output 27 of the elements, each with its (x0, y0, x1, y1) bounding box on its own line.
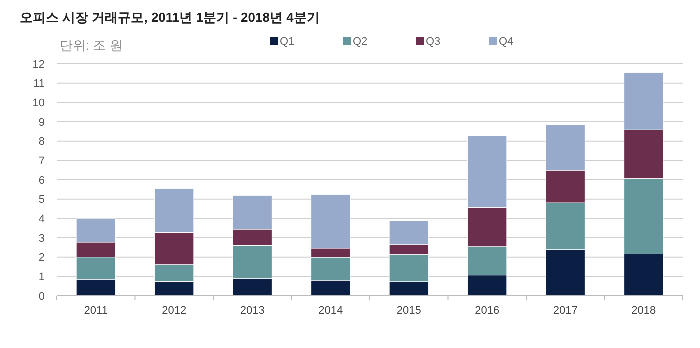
x-tick-label: 2018 (632, 305, 656, 317)
y-tick-label: 4 (38, 214, 45, 226)
y-tick-label: 10 (32, 98, 45, 110)
legend-label: Q1 (280, 36, 295, 48)
x-tick-label: 2016 (475, 305, 500, 317)
legend-label: Q3 (426, 36, 441, 48)
x-tick-label: 2017 (553, 305, 578, 317)
chart-subtitle: 단위: 조 원 (60, 38, 123, 53)
y-tick-label: 8 (38, 136, 45, 148)
legend-label: Q4 (499, 36, 514, 48)
y-tick-label: 5 (38, 194, 45, 206)
chart-title: 오피스 시장 거래규모, 2011년 1분기 - 2018년 4분기 (20, 10, 320, 25)
x-tick-label: 2012 (162, 305, 187, 317)
y-tick-label: 6 (38, 174, 45, 187)
y-tick-label: 1 (38, 272, 45, 284)
y-tick-label: 2 (38, 252, 45, 264)
x-tick-label: 2015 (396, 305, 422, 317)
y-tick-label: 3 (38, 232, 45, 245)
legend-label: Q2 (353, 36, 368, 48)
x-tick-label: 2013 (240, 305, 265, 317)
x-tick-label: 2014 (318, 305, 344, 317)
y-tick-label: 9 (38, 116, 45, 129)
x-tick-label: 2011 (84, 305, 108, 317)
y-tick-label: 11 (34, 78, 45, 90)
y-tick-label: 0 (38, 290, 45, 303)
y-tick-label: 7 (38, 156, 45, 168)
y-tick-label: 12 (32, 58, 45, 71)
